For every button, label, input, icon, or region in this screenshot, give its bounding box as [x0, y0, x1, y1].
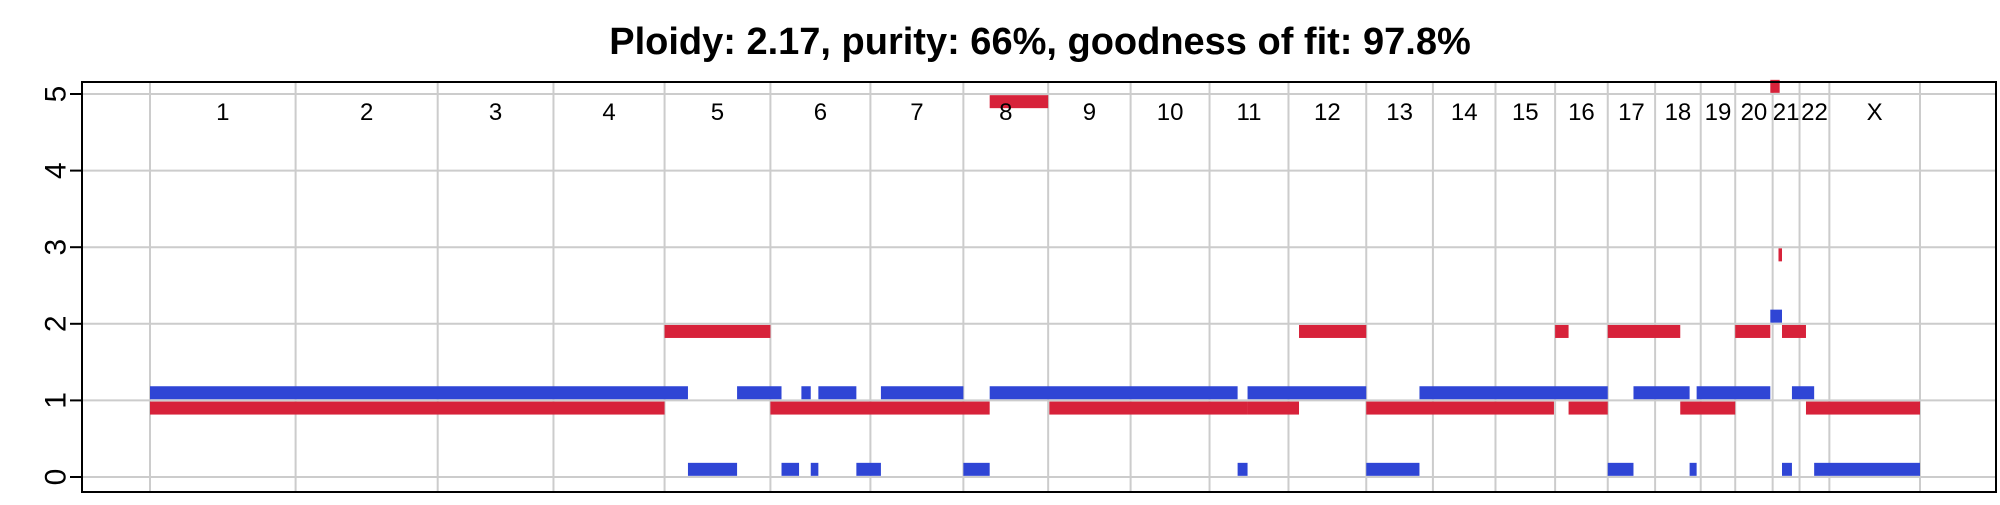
chart-title: Ploidy: 2.17, purity: 66%, goodness of f…: [609, 21, 1471, 63]
segment-major: [1247, 401, 1300, 415]
segment-minor: [1607, 462, 1634, 476]
segment-minor: [880, 386, 964, 400]
grid: [82, 82, 1996, 492]
segment-minor: [963, 462, 990, 476]
segment-major: [1607, 324, 1681, 338]
segment-minor: [1770, 309, 1783, 323]
chromosome-label: 7: [910, 99, 923, 126]
segment-minor: [801, 386, 811, 400]
segment-minor: [1419, 386, 1608, 400]
segment-minor: [856, 462, 881, 476]
segment-minor: [1696, 386, 1771, 400]
segment-major: [1299, 324, 1367, 338]
chromosome-label: 20: [1741, 99, 1768, 126]
segment-major: [1680, 401, 1736, 415]
chromosome-label: 22: [1801, 99, 1828, 126]
segment-major: [770, 401, 990, 415]
y-tick-label: 5: [40, 86, 73, 103]
chromosome-label: 5: [711, 99, 724, 126]
chromosome-label: 19: [1705, 99, 1732, 126]
chromosome-label: 16: [1568, 99, 1595, 126]
chromosome-label: 4: [602, 99, 615, 126]
segment-minor: [781, 462, 800, 476]
segment-minor: [1366, 462, 1420, 476]
y-tick-label: 1: [40, 392, 73, 409]
segment-major: [1778, 248, 1783, 262]
segment-major: [989, 95, 1049, 109]
segment-minor: [687, 462, 738, 476]
chromosome-label: 14: [1451, 99, 1478, 126]
chromosome-label: 1: [216, 99, 229, 126]
chromosome-label: 18: [1665, 99, 1692, 126]
segment-major: [1782, 324, 1806, 338]
segment-major: [1555, 324, 1569, 338]
segment-minor: [1247, 386, 1367, 400]
segment-major: [1805, 401, 1920, 415]
segments: [150, 79, 1920, 476]
segment-major: [150, 401, 665, 415]
segment-minor: [1689, 462, 1697, 476]
chromosome-label: X: [1867, 99, 1883, 126]
chromosome-label: 13: [1386, 99, 1413, 126]
chromosome-label: 9: [1083, 99, 1096, 126]
segment-major: [1735, 324, 1771, 338]
y-tick-label: 4: [40, 162, 73, 179]
segment-minor: [150, 386, 688, 400]
chromosome-label: 21: [1773, 99, 1800, 126]
segment-minor: [810, 462, 819, 476]
chromosome-label: 12: [1314, 99, 1341, 126]
segment-minor: [1782, 462, 1792, 476]
y-axis: 0 1 2 3 4 5: [40, 86, 82, 486]
segment-minor: [1633, 386, 1690, 400]
chromosome-label: 10: [1157, 99, 1184, 126]
segment-major: [1049, 401, 1248, 415]
chromosome-label: 3: [489, 99, 502, 126]
segment-major: [1770, 79, 1780, 93]
plot-frame: [81, 81, 1997, 493]
segment-major: [1568, 401, 1608, 415]
chromosome-label: 2: [360, 99, 373, 126]
chromosome-labels: 1 2 3 4 5 6 7 8 9 10 11 12 13 14 15 16 17 18 19 20 21 22 X: [216, 99, 1883, 126]
segment-minor: [1814, 462, 1920, 476]
segment-major: [1366, 401, 1554, 415]
y-tick-label: 3: [40, 239, 73, 256]
segment-minor: [737, 386, 782, 400]
chromosome-label: 11: [1237, 99, 1262, 126]
segment-major: [664, 324, 771, 338]
segment-minor: [989, 386, 1238, 400]
y-tick-label: 0: [40, 469, 73, 486]
chromosome-label: 17: [1618, 99, 1645, 126]
segment-minor: [818, 386, 857, 400]
chromosome-label: 15: [1512, 99, 1539, 126]
chromosome-label: 6: [814, 99, 827, 126]
segment-minor: [1791, 386, 1815, 400]
segment-minor: [1237, 462, 1248, 476]
chromosome-label: 8: [999, 99, 1012, 126]
y-tick-label: 2: [40, 315, 73, 332]
